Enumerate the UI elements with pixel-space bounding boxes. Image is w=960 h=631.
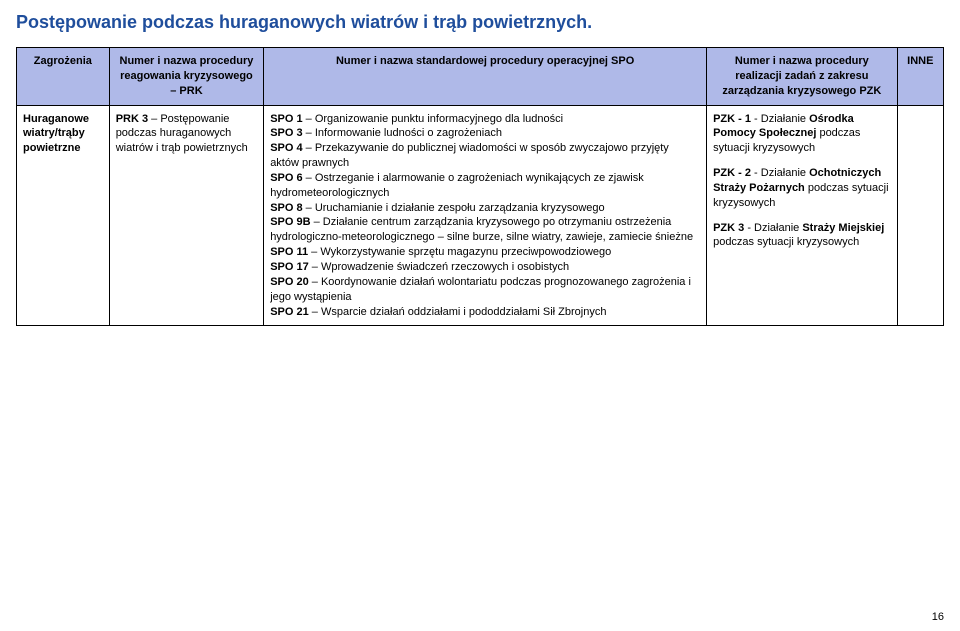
spo-code: SPO 21 <box>270 306 309 318</box>
table-row: Huraganowe wiatry/trąby powietrzne PRK 3… <box>17 105 944 326</box>
pzk-code: PZK - 2 <box>713 167 751 179</box>
spo-list: SPO 1 – Organizowanie punktu informacyjn… <box>270 112 700 320</box>
spo-code: SPO 8 <box>270 202 302 214</box>
spo-item: SPO 6 – Ostrzeganie i alarmowanie o zagr… <box>270 171 700 201</box>
spo-text: – Ostrzeganie i alarmowanie o zagrożenia… <box>270 172 644 199</box>
spo-text: – Koordynowanie działań wolontariatu pod… <box>270 276 691 303</box>
spo-code: SPO 9B <box>270 216 310 228</box>
pzk-code: PZK 3 <box>713 222 744 234</box>
spo-item: SPO 3 – Informowanie ludności o zagrożen… <box>270 126 700 141</box>
spo-item: SPO 4 – Przekazywanie do publicznej wiad… <box>270 141 700 171</box>
spo-text: – Wsparcie działań oddziałami i pododdzi… <box>309 306 607 318</box>
spo-code: SPO 4 <box>270 142 302 154</box>
page-number: 16 <box>932 611 944 623</box>
spo-item: SPO 1 – Organizowanie punktu informacyjn… <box>270 112 700 127</box>
spo-item: SPO 21 – Wsparcie działań oddziałami i p… <box>270 305 700 320</box>
pzk-tail: podczas sytuacji kryzysowych <box>713 236 859 248</box>
spo-item: SPO 20 – Koordynowanie działań wolontari… <box>270 275 700 305</box>
spo-item: SPO 9B – Działanie centrum zarządzania k… <box>270 215 700 245</box>
spo-text: – Przekazywanie do publicznej wiadomości… <box>270 142 669 169</box>
zagrozenia-line3: powietrzne <box>23 142 80 154</box>
cell-spo: SPO 1 – Organizowanie punktu informacyjn… <box>264 105 707 326</box>
pzk-item: PZK 3 - Działanie Straży Miejskiej podcz… <box>713 221 891 251</box>
spo-item: SPO 8 – Uruchamianie i działanie zespołu… <box>270 201 700 216</box>
spo-text: – Organizowanie punktu informacyjnego dl… <box>303 113 564 125</box>
spo-text: – Wprowadzenie świadczeń rzeczowych i os… <box>309 261 569 273</box>
prk-code: PRK 3 <box>116 113 148 125</box>
pzk-mid: - Działanie <box>744 222 802 234</box>
procedures-table: Zagrożenia Numer i nazwa procedury reago… <box>16 47 944 326</box>
col-header-zagrozenia: Zagrożenia <box>17 48 110 106</box>
cell-pzk: PZK - 1 - Działanie Ośrodka Pomocy Społe… <box>707 105 898 326</box>
spo-text: – Uruchamianie i działanie zespołu zarzą… <box>303 202 605 214</box>
pzk-mid: - Działanie <box>751 167 809 179</box>
pzk-code: PZK - 1 <box>713 113 751 125</box>
spo-code: SPO 3 <box>270 127 302 139</box>
spo-code: SPO 6 <box>270 172 302 184</box>
zagrozenia-line2: wiatry/trąby <box>23 127 85 139</box>
spo-code: SPO 1 <box>270 113 302 125</box>
col-header-prk: Numer i nazwa procedury reagowania kryzy… <box>109 48 264 106</box>
cell-zagrozenia: Huraganowe wiatry/trąby powietrzne <box>17 105 110 326</box>
spo-item: SPO 17 – Wprowadzenie świadczeń rzeczowy… <box>270 260 700 275</box>
spo-code: SPO 11 <box>270 246 308 258</box>
col-header-spo: Numer i nazwa standardowej procedury ope… <box>264 48 707 106</box>
col-header-inne: INNE <box>897 48 943 106</box>
spo-text: – Wykorzystywanie sprzętu magazynu przec… <box>308 246 611 258</box>
spo-code: SPO 17 <box>270 261 309 273</box>
zagrozenia-label: Huraganowe wiatry/trąby powietrzne <box>23 112 103 157</box>
spo-text: – Działanie centrum zarządzania kryzysow… <box>270 216 693 243</box>
spo-item: SPO 11 – Wykorzystywanie sprzętu magazyn… <box>270 245 700 260</box>
page-title: Postępowanie podczas huraganowych wiatró… <box>16 12 944 33</box>
pzk-mid: - Działanie <box>751 113 809 125</box>
col-header-pzk: Numer i nazwa procedury realizacji zadań… <box>707 48 898 106</box>
zagrozenia-line1: Huraganowe <box>23 113 89 125</box>
pzk-entity: Straży Miejskiej <box>802 222 884 234</box>
spo-text: – Informowanie ludności o zagrożeniach <box>303 127 502 139</box>
pzk-item: PZK - 1 - Działanie Ośrodka Pomocy Społe… <box>713 112 891 157</box>
table-header-row: Zagrożenia Numer i nazwa procedury reago… <box>17 48 944 106</box>
pzk-item: PZK - 2 - Działanie Ochotniczych Straży … <box>713 166 891 211</box>
spo-code: SPO 20 <box>270 276 309 288</box>
cell-prk: PRK 3 – Postępowanie podczas huraganowyc… <box>109 105 264 326</box>
cell-inne <box>897 105 943 326</box>
